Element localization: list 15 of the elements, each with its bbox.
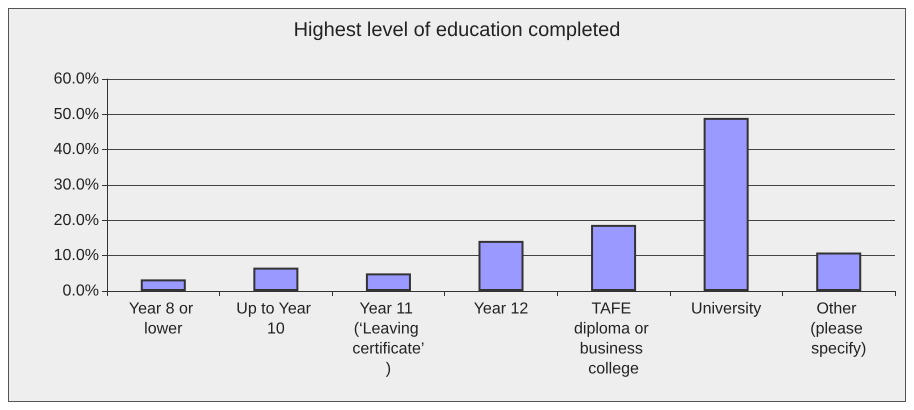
y-tick-label: 10.0% bbox=[54, 247, 99, 264]
y-tick-label: 30.0% bbox=[54, 176, 99, 194]
x-tick-label: Other (please specify) bbox=[810, 300, 868, 358]
y-tick-label: 50.0% bbox=[54, 106, 99, 123]
x-tick-label: Year 12 bbox=[474, 300, 528, 318]
x-tick-label: TAFE diploma or business college bbox=[574, 300, 654, 378]
y-tick-label: 20.0% bbox=[54, 212, 99, 229]
y-tick-label: 0.0% bbox=[62, 282, 99, 300]
x-tick-label: University bbox=[691, 300, 762, 318]
x-tick-label: Year 11 (‘Leaving certificate’) bbox=[352, 300, 424, 378]
x-tick-label: Year 8 or lower bbox=[128, 300, 198, 338]
y-tick-label: 40.0% bbox=[54, 141, 99, 158]
y-tick-label: 60.0% bbox=[54, 70, 99, 88]
x-tick-label: Up to Year 10 bbox=[236, 300, 316, 338]
chart-title: Highest level of education completed bbox=[294, 19, 620, 41]
